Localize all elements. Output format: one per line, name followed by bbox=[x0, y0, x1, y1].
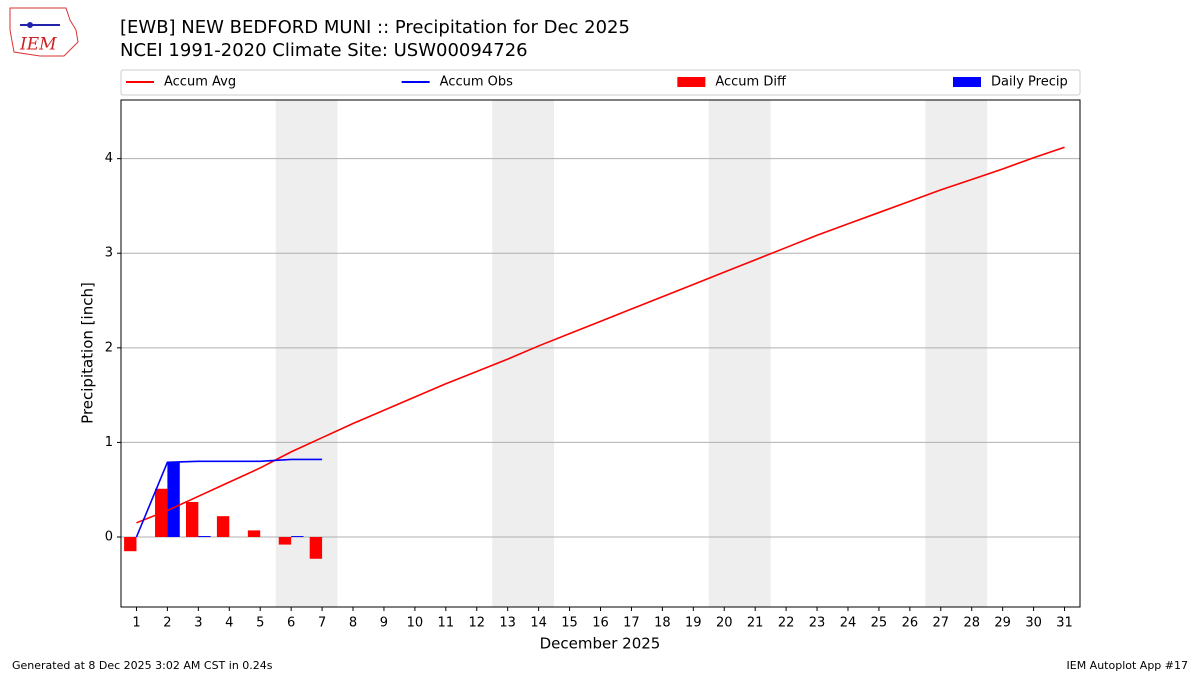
x-tick-label: 25 bbox=[871, 616, 888, 631]
bar bbox=[291, 536, 304, 538]
x-axis-label: December 2025 bbox=[540, 635, 661, 653]
x-tick-label: 9 bbox=[380, 616, 388, 631]
bar bbox=[309, 537, 323, 559]
legend-swatch bbox=[953, 77, 981, 87]
y-tick-label: 4 bbox=[105, 151, 113, 166]
bar bbox=[124, 537, 137, 552]
x-tick-label: 5 bbox=[256, 616, 264, 631]
legend-swatch bbox=[677, 77, 706, 87]
x-tick-label: 18 bbox=[654, 616, 671, 631]
x-tick-label: 30 bbox=[1025, 616, 1042, 631]
logo-text: IEM bbox=[19, 35, 57, 55]
x-tick-label: 26 bbox=[902, 616, 919, 631]
x-tick-label: 4 bbox=[225, 616, 233, 631]
x-tick-label: 29 bbox=[994, 616, 1011, 631]
x-tick-label: 28 bbox=[963, 616, 980, 631]
line bbox=[136, 146, 1065, 524]
x-tick-label: 24 bbox=[840, 616, 857, 631]
bar bbox=[216, 516, 230, 538]
x-tick-label: 1 bbox=[132, 616, 140, 631]
bar bbox=[198, 536, 211, 538]
plot-frame bbox=[120, 99, 1081, 608]
chart-title: [EWB] NEW BEDFORD MUNI :: Precipitation … bbox=[120, 17, 630, 38]
x-tick-label: 2 bbox=[163, 616, 171, 631]
y-tick-label: 1 bbox=[105, 435, 113, 450]
bar bbox=[278, 537, 292, 545]
x-tick-label: 31 bbox=[1056, 616, 1073, 631]
weekend-shade bbox=[925, 100, 988, 607]
legend-label: Accum Obs bbox=[440, 75, 513, 90]
footer-left: Generated at 8 Dec 2025 3:02 AM CST in 0… bbox=[12, 659, 273, 672]
bar bbox=[185, 502, 199, 538]
x-tick-label: 14 bbox=[530, 616, 547, 631]
x-tick-label: 6 bbox=[287, 616, 295, 631]
y-tick-label: 0 bbox=[105, 530, 113, 545]
bar bbox=[167, 462, 180, 538]
y-tick-label: 2 bbox=[105, 340, 113, 355]
legend-box bbox=[120, 69, 1081, 96]
x-tick-label: 19 bbox=[685, 616, 702, 631]
chart-subtitle: NCEI 1991-2020 Climate Site: USW00094726 bbox=[120, 40, 528, 61]
line bbox=[135, 458, 323, 538]
x-tick-label: 27 bbox=[933, 616, 950, 631]
x-tick-label: 12 bbox=[468, 616, 485, 631]
weekend-shade bbox=[708, 100, 771, 607]
x-tick-label: 22 bbox=[778, 616, 795, 631]
weekend-shade bbox=[492, 100, 555, 607]
y-tick-label: 3 bbox=[105, 246, 113, 261]
x-tick-label: 20 bbox=[716, 616, 733, 631]
x-tick-label: 8 bbox=[349, 616, 357, 631]
x-tick-label: 15 bbox=[561, 616, 578, 631]
legend-label: Daily Precip bbox=[991, 75, 1068, 90]
weekend-shade bbox=[275, 100, 338, 607]
legend-label: Accum Diff bbox=[715, 75, 787, 90]
x-tick-label: 7 bbox=[318, 616, 326, 631]
footer-right: IEM Autoplot App #17 bbox=[1067, 659, 1189, 672]
bar bbox=[247, 530, 261, 538]
x-tick-label: 21 bbox=[747, 616, 764, 631]
legend-label: Accum Avg bbox=[164, 75, 236, 90]
y-axis-label: Precipitation [inch] bbox=[79, 282, 97, 424]
x-tick-label: 3 bbox=[194, 616, 202, 631]
x-tick-label: 23 bbox=[809, 616, 826, 631]
x-tick-label: 13 bbox=[499, 616, 516, 631]
logo: IEM bbox=[9, 7, 79, 57]
x-tick-label: 10 bbox=[407, 616, 424, 631]
x-tick-label: 16 bbox=[592, 616, 609, 631]
x-tick-label: 11 bbox=[438, 616, 455, 631]
x-tick-label: 17 bbox=[623, 616, 640, 631]
